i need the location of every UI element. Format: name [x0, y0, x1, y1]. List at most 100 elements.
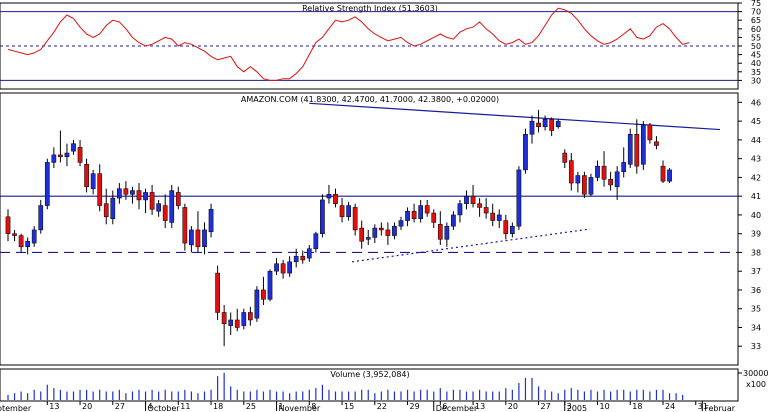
candle-body — [359, 227, 365, 242]
volume-bar — [655, 389, 658, 400]
candlestick — [71, 139, 76, 155]
x-tick-label: 8 — [311, 402, 316, 411]
price-tick-label: 40 — [751, 211, 761, 220]
candle-body — [523, 134, 528, 171]
volume-bar — [348, 391, 350, 400]
price-tick-label: 45 — [751, 117, 761, 126]
volume-bar — [99, 389, 101, 400]
candle-body — [130, 190, 135, 195]
candlestick — [614, 166, 620, 200]
candle-body — [287, 261, 292, 274]
candle-body — [254, 289, 260, 319]
volume-bar — [144, 391, 147, 400]
candle-body — [234, 319, 240, 328]
candlestick — [215, 265, 220, 320]
volume-bar — [275, 391, 278, 400]
rsi-tick-label: 75 — [751, 0, 761, 8]
candlestick — [12, 229, 17, 242]
candlestick — [405, 207, 410, 227]
x-tick-label: 2005 — [567, 404, 587, 412]
candlestick — [175, 186, 181, 210]
candle-body — [621, 162, 627, 173]
candlestick — [398, 216, 404, 230]
volume-bar — [524, 377, 527, 400]
candlestick — [287, 256, 292, 277]
rsi-line — [7, 7, 690, 81]
volume-bar — [203, 391, 206, 400]
candle-body — [175, 192, 181, 206]
candlestick — [162, 194, 168, 229]
candlestick — [490, 203, 496, 227]
candle-body — [44, 162, 50, 206]
candlestick — [182, 203, 188, 251]
candlestick — [333, 188, 338, 208]
candle-body — [392, 225, 397, 236]
x-tick-label: 18 — [213, 402, 223, 411]
candlestick — [313, 231, 319, 253]
volume-bar — [662, 389, 664, 400]
candlestick — [228, 312, 234, 335]
volume-bar — [210, 389, 212, 400]
candlestick — [169, 184, 175, 229]
candlestick — [326, 184, 332, 204]
candle-body — [562, 152, 568, 163]
volume-bar — [531, 377, 533, 400]
candlestick — [568, 153, 574, 191]
candlestick — [562, 149, 568, 169]
candlestick — [248, 306, 253, 326]
volume-unit-label: x100 — [746, 380, 766, 389]
x-tick-label: 10 — [600, 402, 610, 411]
x-tick-label: 25 — [246, 402, 256, 411]
candle-body — [195, 229, 201, 248]
candle-body — [339, 205, 345, 218]
candlestick — [654, 136, 659, 150]
rsi-panel: Relative Strength Index (51.3603) 757065… — [0, 0, 761, 90]
candlestick — [5, 209, 11, 242]
candle-body — [451, 214, 456, 227]
candlestick — [503, 214, 509, 240]
volume-bar — [7, 394, 9, 400]
candlestick — [254, 286, 260, 322]
candle-body — [18, 235, 24, 248]
candle-body — [274, 263, 279, 272]
x-tick-label: ptember — [0, 404, 32, 412]
volume-title: Volume (3,952,084) — [330, 370, 409, 379]
volume-bar — [243, 391, 245, 400]
candle-body — [143, 192, 148, 201]
volume-bar — [485, 391, 487, 400]
volume-bar — [269, 389, 271, 400]
price-tick-label: 41 — [751, 192, 761, 201]
volume-bar — [328, 389, 330, 400]
price-title: AMAZON.COM (41.8300, 42.4700, 41.7000, 4… — [241, 95, 499, 104]
candle-body — [110, 197, 116, 219]
volume-bar — [426, 389, 428, 400]
candle-body — [503, 220, 509, 234]
candle-body — [84, 164, 89, 188]
candlestick — [379, 222, 384, 236]
volume-panel: Volume (3,952,084) 30000 x100 — [0, 368, 768, 402]
candle-body — [97, 173, 103, 206]
candlestick — [477, 198, 482, 217]
x-tick-label: December — [436, 404, 478, 412]
volume-bar — [177, 391, 179, 400]
candle-body — [333, 194, 338, 204]
volume-bar — [79, 389, 81, 400]
candlestick — [58, 130, 63, 163]
candlestick — [588, 173, 594, 197]
volume-bar — [380, 391, 382, 400]
volume-bar — [492, 391, 494, 400]
volume-bar — [262, 391, 265, 400]
candle-body — [634, 134, 640, 167]
candlestick — [431, 209, 437, 229]
candlestick — [320, 194, 325, 238]
candle-body — [149, 192, 155, 210]
price-tick-label: 38 — [751, 248, 761, 257]
candlestick — [156, 199, 162, 217]
candle-body — [12, 233, 17, 236]
price-tick-label: 44 — [751, 136, 761, 145]
volume-bar — [197, 393, 199, 400]
x-tick-label: 3 — [567, 402, 572, 411]
candle-body — [555, 120, 561, 128]
